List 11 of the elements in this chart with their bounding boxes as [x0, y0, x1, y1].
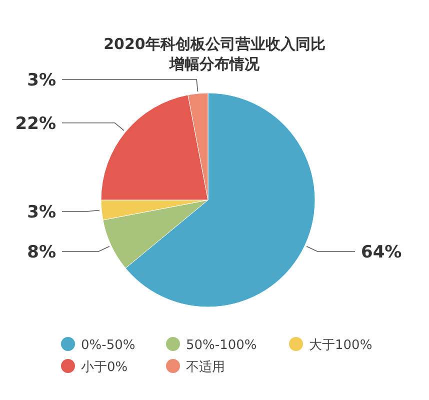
- data-label: 64%: [361, 242, 402, 263]
- chart-title: 2020年科创板公司营业收入同比增幅分布情况: [102, 34, 326, 74]
- data-label: 3%: [27, 70, 56, 91]
- legend-label: 大于100%: [309, 338, 372, 353]
- legend-label: 不适用: [186, 360, 225, 375]
- data-label: 22%: [15, 114, 56, 134]
- legend-label: 0%-50%: [81, 338, 136, 353]
- data-label: 3%: [27, 202, 56, 222]
- data-label: 8%: [27, 242, 56, 263]
- legend-label: 小于0%: [81, 360, 128, 375]
- legend-label: 50%-100%: [186, 338, 257, 353]
